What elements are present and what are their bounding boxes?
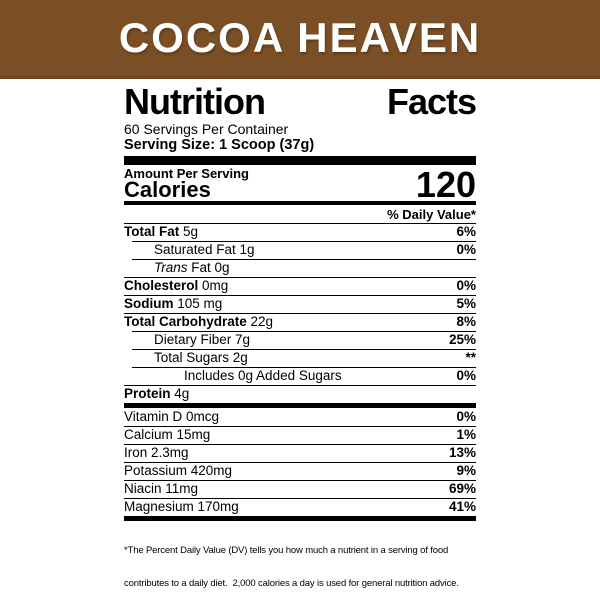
nutrient-daily-value: 0% [456,368,476,383]
nutrient-row: Includes 0g Added Sugars 0% [124,367,476,385]
nutrient-row: Total Sugars 2g ** [124,349,476,367]
nutrient-daily-value: 6% [456,224,476,239]
nutrient-daily-value: 25% [448,332,476,347]
nutrient-name: Saturated Fat 1g [154,242,255,257]
nutrient-row: Vitamin D 0mcg 0% [124,408,476,426]
nutrient-row: Protein 4g [124,385,476,403]
nutrient-row: Cholesterol 0mg 0% [124,277,476,295]
nutrient-daily-value: 13% [448,445,476,460]
nutrient-daily-value: 5% [456,296,476,311]
nutrient-row: Dietary Fiber 7g 25% [124,331,476,349]
nutrient-name: Cholesterol 0mg [124,278,229,293]
daily-value-header: % Daily Value* [387,207,476,222]
amount-per-serving-label: Amount Per Serving [124,166,249,181]
product-title: COCOA HEAVEN [118,14,482,61]
nutrient-row: Trans Fat 0g [124,259,476,277]
nutrient-table: Total Fat 5g 6% Saturated Fat 1g 0% Trans Fa… [124,223,476,521]
nutrient-name: Magnesium 170mg [124,499,239,514]
footnote-line1: *The Percent Daily Value (DV) tells you … [124,545,449,556]
nutrient-daily-value: 8% [456,314,476,329]
nutrition-facts-word2: Facts [386,81,477,122]
nutrient-row: Iron 2.3mg 13% [124,444,476,462]
nutrition-facts-title: Nutrition Facts [124,81,477,122]
nutrient-name: Sodium 105 mg [124,296,223,311]
serving-size: Serving Size: 1 Scoop (37g) [124,137,315,153]
section-divider [124,403,476,408]
nutrition-facts-panel: Nutrition Facts 60 Servings Per Containe… [124,79,477,598]
nutrient-row: Sodium 105 mg 5% [124,295,476,313]
nutrient-daily-value: ** [465,350,476,365]
nutrient-daily-value: 1% [456,427,476,442]
nutrient-daily-value: 0% [456,409,476,424]
nutrient-daily-value: 0% [456,278,476,293]
nutrient-daily-value: 0% [456,242,476,257]
nutrient-name: Iron 2.3mg [124,445,189,460]
nutrient-name: Total Sugars 2g [154,350,248,365]
footnote-line2: contributes to a daily diet. 2,000 calor… [124,578,459,589]
nutrient-daily-value: 69% [448,481,476,496]
servings-per-container: 60 Servings Per Container [124,121,289,137]
nutrient-name: Calcium 15mg [124,427,211,442]
nutrient-name: Dietary Fiber 7g [154,332,251,347]
nutrient-row: Potassium 420mg 9% [124,462,476,480]
daily-value-footnote: *The Percent Daily Value (DV) tells you … [124,523,476,598]
nutrient-row: Niacin 11mg 69% [124,480,476,498]
nutrient-row: Saturated Fat 1g 0% [124,241,476,259]
nutrient-row: Calcium 15mg 1% [124,426,476,444]
nutrient-name: Total Fat 5g [124,224,199,239]
divider-thick [124,156,476,165]
nutrient-name: Includes 0g Added Sugars [184,368,342,383]
calories-label: Calories [124,177,211,202]
nutrient-name: Trans Fat 0g [154,260,230,275]
nutrient-name: Niacin 11mg [124,481,199,496]
nutrient-daily-value: 41% [448,499,476,514]
nutrient-row: Total Carbohydrate 22g 8% [124,313,476,331]
section-divider [124,516,476,521]
nutrient-name: Potassium 420mg [124,463,233,478]
nutrient-name: Total Carbohydrate 22g [124,314,274,329]
calories-block: Amount Per Serving Calories 120 [124,164,476,205]
nutrition-facts-word1: Nutrition [124,81,266,122]
nutrient-name: Vitamin D 0mcg [124,409,220,424]
nutrient-name: Protein 4g [124,386,190,401]
product-header: COCOA HEAVEN [0,0,600,79]
divider-medium [124,201,476,205]
calories-value: 120 [415,164,476,205]
nutrient-row: Total Fat 5g 6% [124,223,476,241]
nutrient-daily-value: 9% [456,463,476,478]
nutrient-row: Magnesium 170mg 41% [124,498,476,516]
calories-left: Amount Per Serving Calories [124,166,249,202]
